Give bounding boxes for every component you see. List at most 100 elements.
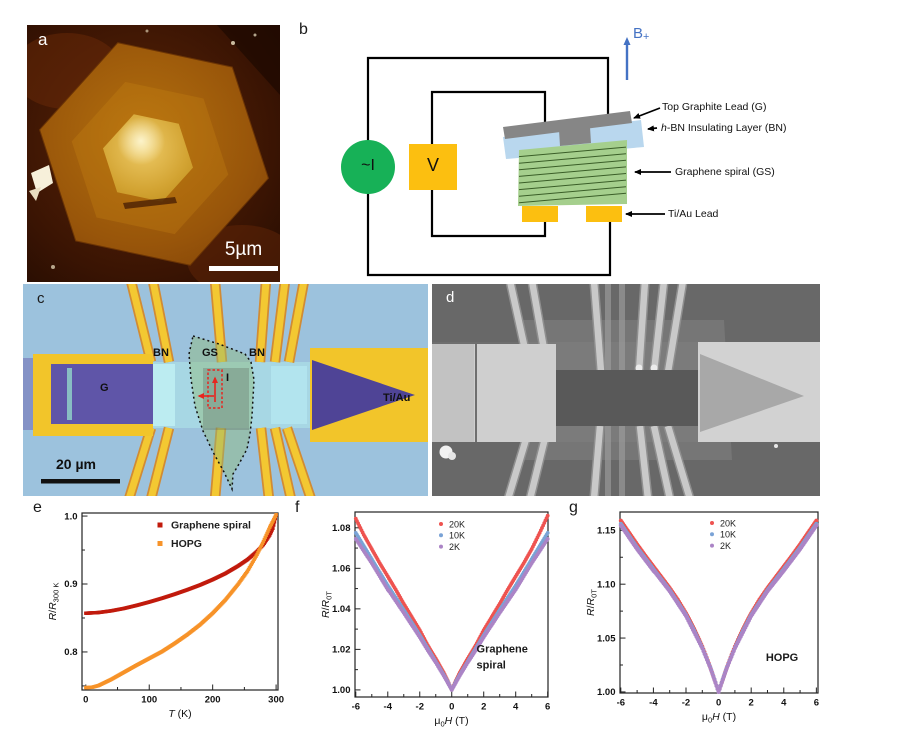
svg-text:0: 0	[449, 702, 454, 713]
panel-c-optical-image: c BN GS BN G I Ti/Au 20 µm	[23, 284, 428, 496]
svg-text:Graphene spiral: Graphene spiral	[171, 519, 251, 531]
label-bn-left: BN	[153, 347, 169, 359]
svg-text:0.8: 0.8	[64, 647, 77, 658]
current-source-symbol	[341, 140, 395, 194]
svg-text:μ0H (T): μ0H (T)	[702, 711, 736, 725]
svg-text:4: 4	[781, 698, 787, 709]
voltmeter-symbol	[409, 144, 457, 190]
svg-text:μ0H (T): μ0H (T)	[434, 715, 468, 729]
optical-scale-bar	[41, 479, 120, 484]
annotation-hbn-layer: h-BN Insulating Layer (BN)	[661, 122, 787, 134]
graphite-lead-tab	[559, 127, 591, 146]
svg-text:1.02: 1.02	[332, 645, 351, 656]
chart-f-magnetoresistance-graphene-spiral: -6 -4 -2 0 2 4 6 1.00 1.02 1.04 1.06 1.08 μ0H (T) R/R…	[320, 511, 550, 729]
svg-text:10K: 10K	[720, 530, 736, 540]
chart-g-tick-labels: -6 -4 -2 0 2 4 6 1.00 1.05 1.10 1.15	[597, 526, 819, 709]
chart-e-series-hopg	[84, 512, 278, 690]
chart-g-series-10k	[618, 521, 819, 694]
svg-text:20K: 20K	[449, 519, 465, 529]
svg-text:6: 6	[814, 698, 819, 709]
afm-scale-bar-label: 5µm	[224, 239, 263, 260]
panel-c-letter: c	[37, 290, 45, 307]
chart-g-axis-titles: μ0H (T) R/R0T	[585, 589, 736, 725]
svg-text:1.04: 1.04	[332, 604, 351, 615]
voltmeter-label: V	[426, 155, 439, 175]
chart-e-axis-titles: T (K) R/R300 K	[47, 583, 192, 720]
panel-g-letter: g	[569, 499, 578, 516]
label-tiau: Ti/Au	[383, 392, 411, 404]
svg-text:0.9: 0.9	[64, 579, 77, 590]
optical-scale-bar-label: 20 µm	[56, 456, 96, 472]
label-g: G	[100, 382, 109, 394]
afm-scale-bar	[209, 266, 278, 271]
svg-text:1.0: 1.0	[64, 511, 77, 522]
svg-text:-6: -6	[352, 702, 360, 713]
chart-f-axis-titles: μ0H (T) R/R0T	[320, 591, 469, 729]
spiral-layer-lines	[518, 146, 627, 204]
svg-text:2: 2	[749, 698, 754, 709]
chart-e-tick-labels: 0 100 200 300 0.8 0.9 1.0	[64, 511, 284, 705]
chart-g-ticks	[620, 529, 817, 693]
svg-text:100: 100	[141, 695, 157, 706]
chart-e-resistance-vs-temperature: 0 100 200 300 0.8 0.9 1.0 T (K) R/R300 K Graphene…	[47, 511, 284, 720]
svg-text:HOPG: HOPG	[171, 538, 202, 550]
svg-text:1.00: 1.00	[597, 687, 616, 698]
svg-text:-4: -4	[649, 698, 658, 709]
chart-f-series-10k	[353, 530, 550, 692]
panel-a-afm-image: a 5µm	[27, 25, 280, 282]
chart-e-frame	[81, 512, 279, 691]
svg-text:-2: -2	[682, 698, 690, 709]
annotation-tiau-lead: Ti/Au Lead	[668, 208, 719, 220]
svg-text:2K: 2K	[449, 542, 460, 552]
label-current: I	[226, 372, 230, 384]
tiau-lead-right	[586, 206, 622, 222]
chart-f-series-2k	[353, 537, 550, 692]
graphite-lead-shape	[503, 111, 632, 139]
annotation-graphene-spiral: Graphene spiral (GS)	[675, 166, 775, 178]
svg-text:1.10: 1.10	[597, 579, 616, 590]
svg-text:1.06: 1.06	[332, 564, 351, 575]
annotation-top-graphite-lead: Top Graphite Lead (G)	[662, 101, 767, 113]
svg-text:R/R0T: R/R0T	[585, 589, 599, 616]
panel-e-letter: e	[33, 499, 42, 516]
svg-text:10K: 10K	[449, 531, 465, 541]
svg-text:R/R300 K: R/R300 K	[47, 583, 61, 621]
label-bn-right: BN	[249, 347, 265, 359]
chart-f-annotation: Graphene	[477, 643, 528, 655]
panel-d-sem-image: d	[432, 284, 820, 496]
label-gs: GS	[202, 347, 218, 359]
current-source-label: ~I	[361, 157, 375, 174]
field-label: B+	[633, 25, 650, 44]
svg-text:-6: -6	[617, 698, 625, 709]
annotation-arrows	[625, 107, 671, 217]
chart-g-series-20k	[618, 518, 819, 694]
device-stack	[503, 111, 644, 222]
circuit-wires	[366, 56, 612, 277]
svg-text:2K: 2K	[720, 541, 731, 551]
chart-g-frame	[619, 511, 819, 694]
svg-text:6: 6	[545, 702, 550, 713]
chart-g-magnetoresistance-hopg: -6 -4 -2 0 2 4 6 1.00 1.05 1.10 1.15 μ0H (T) R/R0T 20…	[585, 511, 819, 725]
svg-text:20K: 20K	[720, 518, 736, 528]
optical-image-graphic	[23, 284, 428, 496]
chart-f-tick-labels: -6 -4 -2 0 2 4 6 1.00 1.02 1.04 1.06 1.08	[332, 523, 550, 712]
sem-image-graphic	[432, 284, 820, 496]
graphene-spiral-shape	[518, 140, 627, 206]
svg-text:-2: -2	[416, 702, 424, 713]
afm-image-graphic	[27, 25, 280, 282]
gs-flake-outline	[188, 335, 255, 492]
chart-g-series-2k	[618, 523, 819, 694]
svg-text:0: 0	[83, 695, 88, 706]
chart-g-annotation: HOPG	[766, 652, 798, 664]
tiau-lead-left	[522, 206, 558, 222]
chart-f-ticks	[355, 527, 549, 697]
svg-text:1.08: 1.08	[332, 523, 351, 534]
svg-text:2: 2	[481, 702, 486, 713]
current-path-box	[207, 369, 223, 409]
panel-a-letter: a	[38, 30, 48, 49]
panel-b-letter: b	[299, 21, 308, 38]
